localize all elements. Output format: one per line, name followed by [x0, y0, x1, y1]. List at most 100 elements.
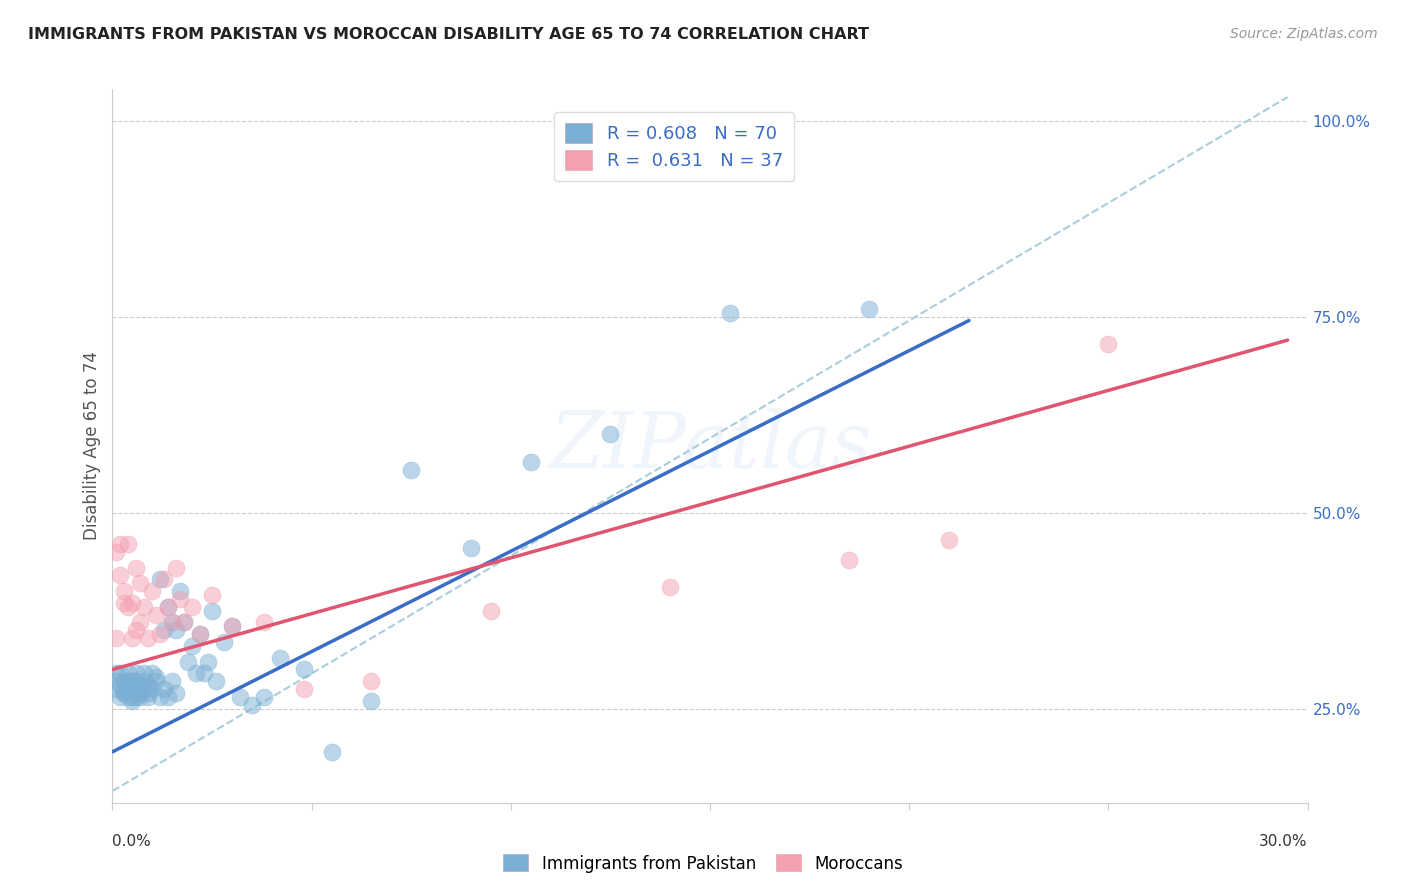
Point [221, 619, 243, 633]
Point [134, 599, 156, 614]
Point [129, 678, 152, 692]
Point [105, 674, 128, 689]
Point [105, 545, 128, 559]
Point [125, 686, 148, 700]
Point [110, 568, 132, 582]
Point [201, 604, 224, 618]
Point [125, 690, 148, 704]
Point [145, 674, 167, 689]
Point [460, 541, 482, 555]
Point [114, 686, 135, 700]
Point [117, 537, 139, 551]
Point [121, 690, 143, 704]
Point [114, 686, 135, 700]
Point [145, 670, 167, 684]
Point [114, 584, 135, 599]
Point [173, 615, 195, 630]
Point [125, 674, 148, 689]
Point [157, 690, 180, 704]
Point [173, 615, 195, 630]
Point [105, 666, 128, 681]
Point [718, 306, 741, 320]
Point [157, 599, 180, 614]
Point [141, 666, 163, 681]
Point [153, 624, 176, 638]
Point [149, 572, 172, 586]
Point [162, 615, 183, 630]
Point [138, 678, 160, 692]
Point [838, 552, 860, 566]
Point [117, 690, 139, 704]
Point [149, 627, 172, 641]
Point [129, 615, 152, 630]
Point [221, 619, 243, 633]
Point [125, 624, 148, 638]
Point [858, 301, 880, 316]
Point [117, 599, 139, 614]
Text: 30.0%: 30.0% [1260, 834, 1308, 849]
Point [169, 591, 191, 606]
Point [125, 560, 148, 574]
Point [520, 455, 543, 469]
Point [269, 650, 291, 665]
Text: IMMIGRANTS FROM PAKISTAN VS MOROCCAN DISABILITY AGE 65 TO 74 CORRELATION CHART: IMMIGRANTS FROM PAKISTAN VS MOROCCAN DIS… [28, 27, 869, 42]
Point [1097, 337, 1119, 351]
Point [212, 635, 235, 649]
Point [138, 631, 160, 645]
Point [141, 584, 163, 599]
Point [292, 663, 315, 677]
Point [938, 533, 960, 547]
Point [134, 674, 156, 689]
Legend: Immigrants from Pakistan, Moroccans: Immigrants from Pakistan, Moroccans [496, 847, 910, 880]
Point [253, 615, 276, 630]
Point [110, 678, 132, 692]
Point [197, 655, 219, 669]
Point [177, 655, 200, 669]
Point [114, 682, 135, 697]
Y-axis label: Disability Age 65 to 74: Disability Age 65 to 74 [83, 351, 101, 541]
Point [201, 588, 224, 602]
Point [321, 745, 343, 759]
Point [145, 607, 167, 622]
Point [125, 666, 148, 681]
Point [110, 537, 132, 551]
Point [162, 674, 183, 689]
Point [121, 674, 143, 689]
Point [659, 580, 682, 594]
Point [121, 682, 143, 697]
Point [114, 596, 135, 610]
Point [229, 690, 252, 704]
Point [117, 666, 139, 681]
Text: ZIPatlas: ZIPatlas [548, 408, 872, 484]
Legend: R = 0.608   N = 70, R =  0.631   N = 37: R = 0.608 N = 70, R = 0.631 N = 37 [554, 112, 794, 181]
Text: Source: ZipAtlas.com: Source: ZipAtlas.com [1230, 27, 1378, 41]
Point [141, 682, 163, 697]
Point [121, 694, 143, 708]
Point [360, 694, 382, 708]
Point [162, 615, 183, 630]
Point [129, 576, 152, 591]
Point [181, 599, 204, 614]
Point [105, 682, 128, 697]
Point [165, 624, 187, 638]
Point [153, 572, 176, 586]
Point [134, 682, 156, 697]
Point [129, 686, 152, 700]
Point [186, 666, 208, 681]
Point [599, 427, 621, 442]
Point [253, 690, 276, 704]
Point [138, 690, 160, 704]
Point [149, 690, 172, 704]
Point [117, 674, 139, 689]
Point [110, 690, 132, 704]
Point [110, 666, 132, 681]
Point [105, 631, 128, 645]
Point [169, 584, 191, 599]
Point [240, 698, 263, 712]
Text: 0.0%: 0.0% [112, 834, 152, 849]
Point [121, 596, 143, 610]
Point [479, 604, 502, 618]
Point [401, 462, 423, 476]
Point [193, 666, 215, 681]
Point [114, 674, 135, 689]
